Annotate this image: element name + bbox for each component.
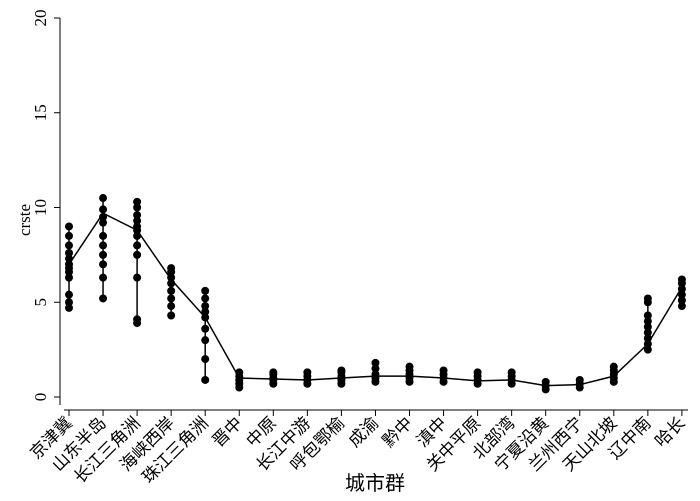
dot [643, 294, 652, 303]
dot [575, 375, 584, 384]
y-tick-label: 10 [31, 199, 50, 216]
dot [65, 222, 73, 231]
dot [167, 264, 176, 273]
dot [609, 362, 618, 371]
dot [133, 203, 142, 212]
dot [371, 364, 380, 373]
dot [439, 366, 448, 375]
dot [371, 358, 380, 367]
x-tick-label: 黔中 [379, 413, 416, 450]
dot [541, 377, 550, 386]
dot [167, 302, 176, 311]
dot [201, 302, 210, 311]
dot [643, 317, 652, 326]
dot [473, 368, 482, 377]
y-tick-label: 0 [31, 393, 50, 402]
dot [643, 345, 652, 354]
dot [65, 298, 73, 307]
dot [303, 368, 312, 377]
dot [99, 250, 108, 259]
x-tick-label: 晋中 [209, 413, 246, 450]
dot [167, 311, 176, 320]
dot [99, 260, 108, 269]
dot [337, 366, 346, 375]
dot [133, 273, 142, 282]
dot [133, 315, 142, 324]
dot [269, 368, 278, 377]
dot [65, 290, 73, 299]
dot [201, 307, 210, 316]
dot [99, 294, 108, 303]
y-tick-label: 20 [31, 10, 50, 27]
dot [201, 286, 210, 295]
mean-line [68, 212, 683, 387]
dot [167, 286, 176, 295]
dot [65, 273, 73, 282]
dot [677, 302, 686, 311]
x-axis-label: 城市群 [345, 472, 405, 495]
dot [201, 336, 210, 345]
dot [643, 328, 652, 337]
dot [65, 231, 73, 240]
dot [99, 231, 108, 240]
y-tick-label: 15 [31, 104, 50, 121]
dot [201, 324, 210, 333]
dot [643, 322, 652, 331]
dot [133, 216, 142, 225]
dot [133, 250, 142, 259]
dot [201, 294, 210, 303]
dot [133, 241, 142, 250]
y-tick-label: 5 [31, 298, 50, 307]
dot [133, 197, 142, 206]
dot [643, 311, 652, 320]
dot [405, 362, 414, 371]
dot [99, 205, 108, 214]
dot [677, 275, 686, 284]
dot [677, 290, 686, 299]
dot [201, 375, 210, 384]
dot [167, 294, 176, 303]
x-tick-label: 哈长 [651, 413, 688, 450]
dot [99, 218, 108, 227]
dot [507, 368, 516, 377]
x-tick-label: 成渝 [345, 413, 382, 450]
dot [99, 273, 108, 282]
dot [65, 241, 73, 250]
dot [65, 303, 73, 312]
y-axis-label: crste [15, 204, 34, 236]
dot [99, 194, 108, 203]
dot [65, 248, 73, 257]
dot [133, 211, 142, 220]
dot [201, 355, 210, 364]
dot [99, 241, 108, 250]
dot [677, 296, 686, 305]
